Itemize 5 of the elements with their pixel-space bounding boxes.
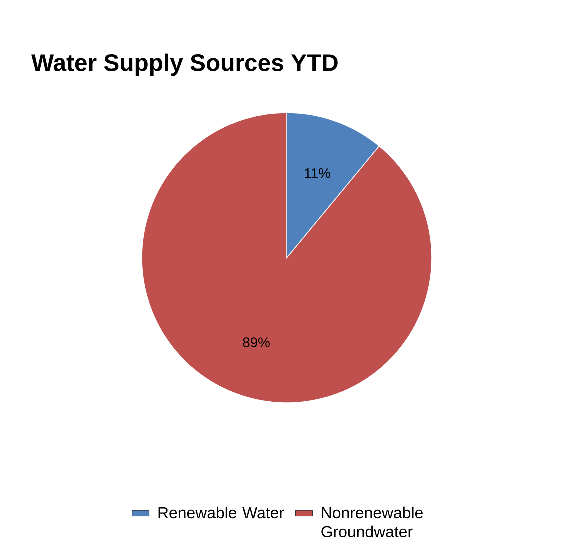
chart-title: Water Supply Sources YTD: [32, 54, 338, 76]
legend-label: Renewable Water: [158, 506, 284, 519]
legend-label: Nonrenewable Groundwater: [322, 506, 423, 538]
data-label: 11%: [305, 168, 330, 178]
data-label: 89%: [243, 338, 270, 348]
